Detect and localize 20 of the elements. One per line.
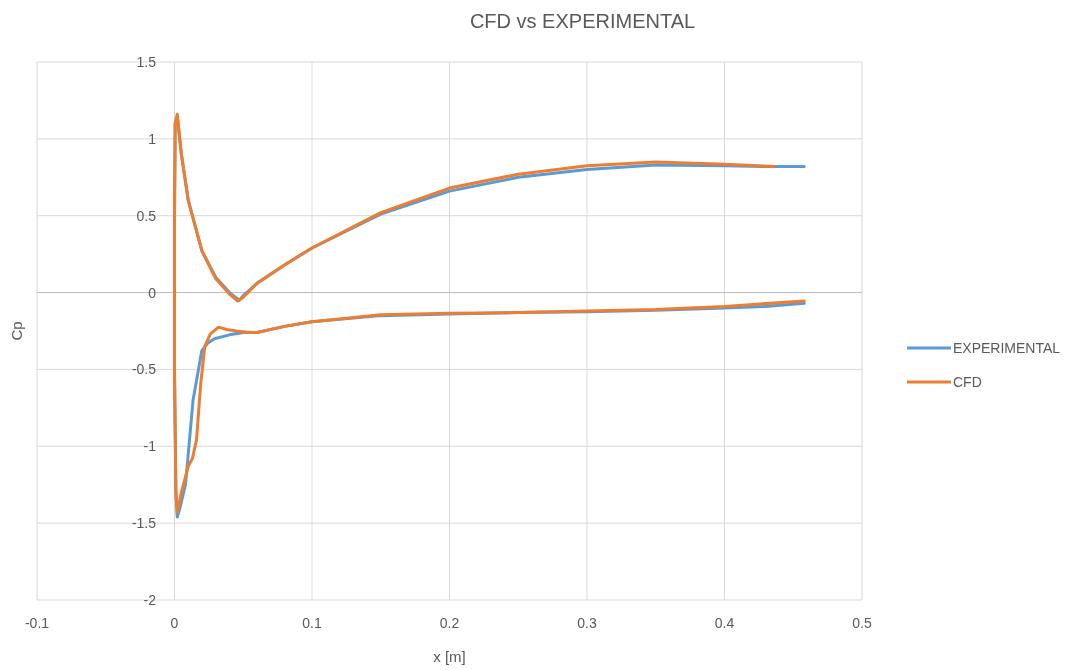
x-tick-label: 0.2 bbox=[439, 615, 460, 631]
x-tick-label: 0.1 bbox=[302, 615, 322, 631]
y-axis-title: Cp bbox=[8, 321, 25, 341]
x-tick-label: -0.1 bbox=[24, 615, 50, 631]
x-tick-label: 0.5 bbox=[852, 615, 872, 631]
y-tick-label: 0 bbox=[148, 284, 157, 301]
x-tick-label: 0.3 bbox=[577, 615, 597, 631]
chart-title: CFD vs EXPERIMENTAL bbox=[469, 10, 696, 32]
y-tick-label: -0.5 bbox=[131, 361, 157, 378]
y-tick-label: 1 bbox=[148, 130, 157, 147]
x-tick-label: 0.4 bbox=[714, 615, 735, 631]
y-tick-label: -1.5 bbox=[131, 515, 157, 532]
x-tick-label: 0 bbox=[170, 615, 179, 631]
y-tick-label: -1 bbox=[143, 438, 157, 455]
y-tick-label: 0.5 bbox=[136, 207, 157, 224]
x-axis-title: x [m] bbox=[433, 648, 466, 665]
y-tick-label: 1.5 bbox=[136, 54, 157, 70]
legend-label: EXPERIMENTAL bbox=[953, 340, 1061, 356]
legend-label: CFD bbox=[953, 374, 982, 390]
y-tick-label: -2 bbox=[143, 592, 157, 608]
